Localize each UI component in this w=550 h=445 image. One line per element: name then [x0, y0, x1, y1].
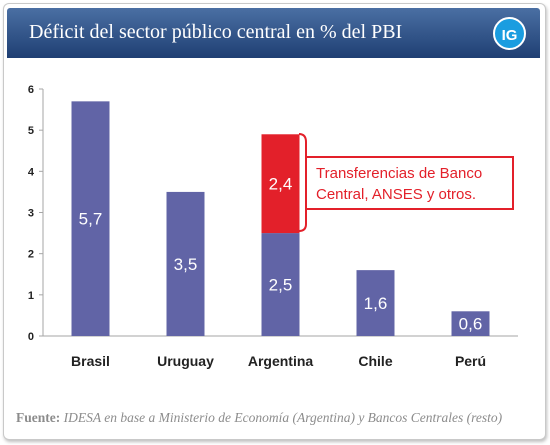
- chart-title: Déficit del sector público central en % …: [29, 21, 403, 43]
- chart-header: Déficit del sector público central en % …: [7, 8, 540, 58]
- bar-value-label: 0,6: [459, 315, 483, 334]
- bar: [166, 191, 205, 336]
- bar-value-label: 1,6: [364, 294, 388, 313]
- bar-value-label: 5,7: [79, 210, 103, 229]
- y-tick-label: 1: [28, 290, 34, 302]
- x-category-label: Uruguay: [157, 353, 214, 369]
- y-tick-label: 5: [28, 125, 34, 137]
- y-tick-label: 4: [28, 166, 35, 178]
- y-tick-label: 6: [28, 84, 34, 96]
- bar: [451, 311, 490, 336]
- source-label: Fuente:: [16, 410, 61, 425]
- y-tick-label: 0: [28, 331, 34, 343]
- x-category-label: Chile: [358, 353, 392, 369]
- y-tick-label: 2: [28, 249, 34, 261]
- annotation-line1: Transferencias de Banco: [316, 165, 482, 182]
- source-text: IDESA en base a Ministerio de Economía (…: [63, 410, 503, 425]
- x-category-label: Perú: [455, 353, 486, 369]
- bar: [356, 270, 395, 336]
- bar: [261, 134, 300, 234]
- source-note: Fuente: IDESA en base a Ministerio de Ec…: [16, 410, 502, 426]
- x-category-label: Argentina: [248, 353, 314, 369]
- x-category-label: Brasil: [71, 353, 110, 369]
- bar-value-label: 2,5: [269, 276, 293, 295]
- annotation-box: [305, 156, 514, 210]
- bar-value-label: 2,4: [269, 175, 293, 194]
- y-tick-label: 3: [28, 208, 34, 220]
- ig-logo: IG: [493, 17, 526, 50]
- annotation-line2: Central, ANSES y otros.: [316, 186, 476, 203]
- bar: [71, 101, 110, 336]
- bar: [261, 233, 300, 336]
- bar-value-label: 3,5: [174, 255, 198, 274]
